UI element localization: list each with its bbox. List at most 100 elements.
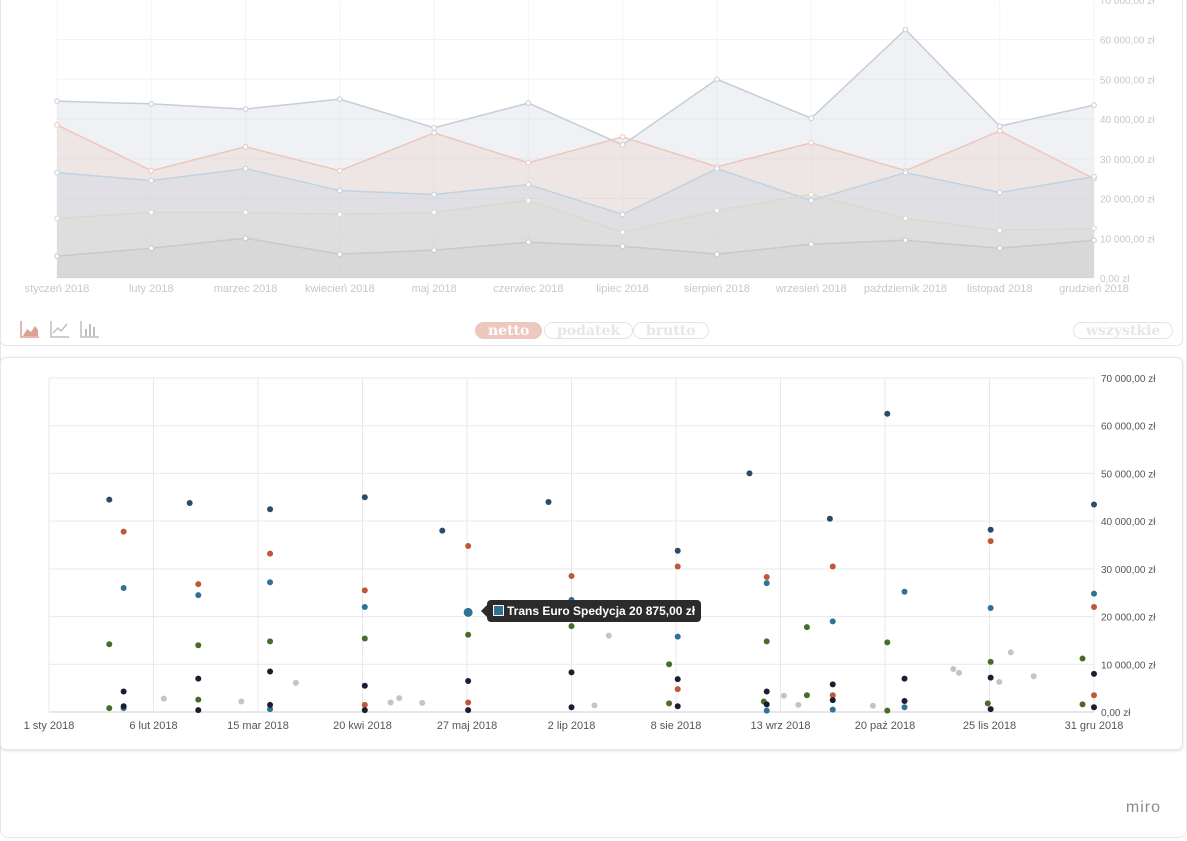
scatter-point [987, 538, 994, 545]
scatter-point [901, 698, 908, 705]
scatter-point [987, 706, 994, 713]
show-all-button[interactable]: wszystkie [1073, 322, 1174, 339]
data-point [525, 159, 532, 166]
data-point [148, 245, 155, 251]
x-tick-label: marzec 2018 [214, 283, 278, 295]
scatter-point [267, 701, 274, 708]
series-line [56, 193, 1095, 234]
data-point [337, 251, 343, 257]
scatter-point [1091, 670, 1097, 677]
data-point [996, 245, 1003, 251]
scatter-point [795, 701, 802, 708]
podatek-toggle[interactable]: podatek [544, 322, 634, 339]
area-chart: 0,00 zł 10 000,00 zł 20 000,00 zł 30 000,00… [25, 0, 1155, 295]
scatter-point [803, 624, 810, 631]
data-point [1091, 102, 1097, 108]
x-tick-label: 25 lis 2018 [963, 720, 1016, 732]
area-fill [57, 194, 1094, 278]
scatter-point [361, 682, 368, 689]
data-point [996, 189, 1003, 196]
area-chart-card: 0,00 zł 10 000,00 zł 20 000,00 zł 30 000,00… [0, 0, 1183, 346]
scatter-point [984, 700, 991, 707]
netto-toggle[interactable]: netto [475, 322, 543, 339]
scatter-point [1079, 655, 1086, 662]
x-tick-label: 13 wrz 2018 [751, 720, 811, 732]
scatter-point [763, 573, 770, 580]
scatter-point [120, 688, 127, 695]
scatter-point [160, 695, 167, 702]
scatter-point [950, 666, 957, 673]
data-point [902, 26, 909, 33]
scatter-point [1079, 701, 1086, 708]
data-point [902, 215, 909, 222]
area-fill [57, 29, 1094, 278]
scatter-point [1091, 704, 1097, 711]
scatter-tooltip: Trans Euro Spedycja 20 875,00 zł [487, 600, 702, 622]
scatter-point [987, 658, 994, 665]
data-point [148, 177, 155, 184]
y-tick-label: 60 000,00 zł [1100, 36, 1155, 47]
scatter-point [106, 496, 113, 503]
scatter-point [545, 499, 552, 506]
scatter-point [195, 707, 202, 714]
bar-chart-icon[interactable] [80, 320, 100, 338]
scatter-point [605, 632, 612, 639]
area-fill [57, 124, 1094, 278]
scatter-point [591, 702, 598, 709]
y-tick-label: 40 000,00 zł [1101, 517, 1156, 528]
data-point [996, 128, 1003, 134]
data-point [54, 122, 60, 128]
scatter-point [568, 669, 575, 676]
scatter-point [674, 686, 681, 693]
x-tick-label: grudzień 2018 [1059, 283, 1129, 295]
x-tick-label: lipiec 2018 [596, 283, 649, 295]
brutto-toggle[interactable]: brutto [633, 322, 709, 339]
y-tick-label: 70 000,00 zł [1101, 374, 1156, 385]
scatter-point [465, 699, 472, 706]
scatter-point [1091, 692, 1097, 699]
scatter-point [465, 707, 472, 714]
scatter-point [465, 631, 472, 638]
scatter-point [568, 623, 575, 630]
series-line [56, 237, 1095, 257]
scatter-point [465, 542, 472, 549]
scatter-point [1007, 649, 1014, 656]
x-tick-label: wrzesień 2018 [775, 283, 847, 295]
data-point [808, 191, 814, 198]
scatter-point [361, 587, 368, 594]
data-point [242, 209, 249, 216]
miro-watermark: miro [1125, 799, 1161, 816]
y-tick-label: 0,00 zł [1100, 274, 1130, 285]
scatter-point [195, 642, 202, 649]
scatter-point [901, 704, 908, 711]
x-tick-label: maj 2018 [411, 283, 456, 295]
scatter-point [387, 699, 394, 706]
data-point [525, 100, 532, 106]
data-point [431, 124, 437, 131]
scatter-point [267, 506, 274, 513]
scatter-point [763, 688, 770, 695]
scatter-point [674, 633, 681, 640]
data-point [714, 76, 720, 83]
scatter-point [361, 494, 368, 501]
scatter-point [120, 703, 127, 710]
data-point [337, 187, 343, 194]
data-point [337, 167, 343, 174]
scatter-point [901, 588, 908, 595]
scatter-point [396, 695, 403, 702]
series-line [56, 28, 1095, 146]
scatter-point [987, 526, 994, 533]
line-chart-icon[interactable] [50, 320, 70, 338]
data-point [54, 215, 60, 222]
data-point [714, 165, 720, 172]
scatter-point [1091, 501, 1097, 508]
scatter-point [884, 639, 891, 646]
scatter-point [674, 703, 681, 710]
data-point [431, 209, 437, 216]
area-chart-icon[interactable] [20, 320, 40, 338]
y-tick-label: 70 000,00 zł [1100, 0, 1155, 7]
scatter-point [465, 677, 472, 684]
series-line [56, 167, 1095, 216]
scatter-point [1091, 604, 1097, 611]
scatter-point [267, 668, 274, 675]
